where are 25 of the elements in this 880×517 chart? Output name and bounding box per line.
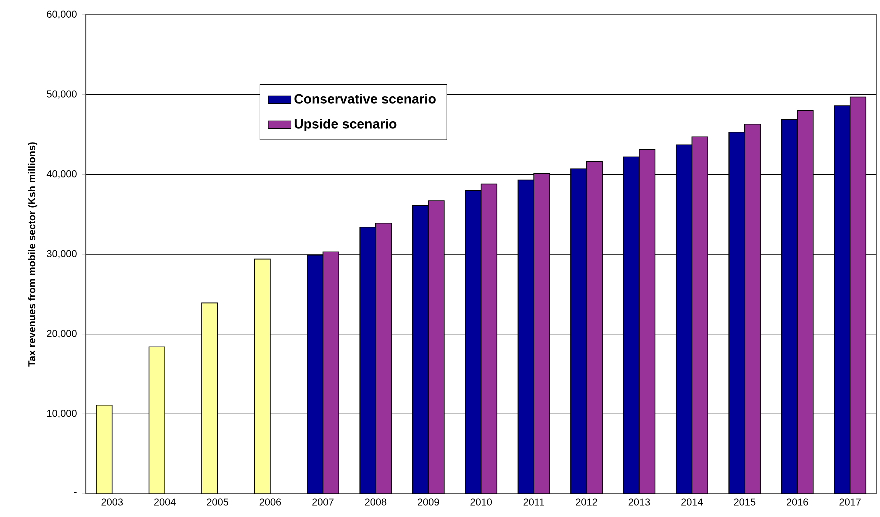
- x-tick-label: 2013: [628, 498, 650, 506]
- x-tick-label: 2008: [365, 498, 387, 506]
- x-tick-label: 2007: [312, 498, 334, 506]
- x-tick-label: 2006: [260, 498, 282, 506]
- x-tick-label: 2015: [734, 498, 756, 506]
- x-tick-label: 2012: [576, 498, 598, 506]
- y-tick-label: 10,000: [47, 410, 77, 418]
- y-tick-label: 50,000: [47, 90, 77, 99]
- x-tick-label: 2004: [154, 498, 176, 506]
- x-tick-label: 2011: [524, 498, 544, 506]
- legend-label: Conservative scenario: [294, 94, 436, 104]
- legend-label: Upside scenario: [294, 119, 397, 132]
- x-tick-label: 2009: [418, 498, 440, 506]
- y-tick-label: 20,000: [47, 330, 77, 338]
- y-tick-label: 60,000: [47, 10, 77, 20]
- y-tick-label: -: [74, 492, 77, 494]
- x-tick-label: 2003: [102, 498, 124, 506]
- x-tick-label: 2016: [786, 498, 808, 506]
- x-tick-label: 2005: [207, 498, 228, 506]
- y-tick-label: 30,000: [47, 250, 77, 259]
- y-axis-title: Tax revenues from mobile sector (Ksh millions): [28, 142, 38, 367]
- x-tick-label: 2014: [682, 498, 704, 506]
- x-tick-label: 2010: [470, 498, 492, 506]
- x-tick-label: 2017: [840, 498, 861, 506]
- y-tick-label: 40,000: [46, 170, 77, 179]
